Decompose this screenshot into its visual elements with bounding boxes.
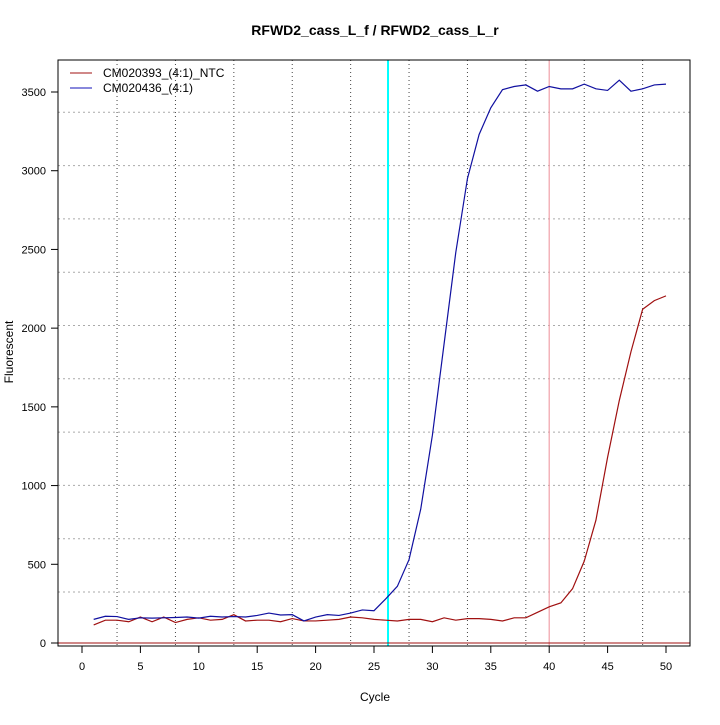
- legend-label-sample: CM020436_(4:1): [103, 81, 193, 95]
- x-tick-label: 45: [601, 661, 613, 673]
- plot-frame: [57, 59, 691, 647]
- y-tick-label: 3500: [22, 87, 46, 99]
- x-tick-label: 25: [368, 661, 380, 673]
- legend-label-ntc: CM020393_(4:1)_NTC: [103, 66, 225, 80]
- x-tick-label: 40: [543, 661, 555, 673]
- series-lines: [93, 79, 667, 626]
- x-tick-label: 10: [193, 661, 205, 673]
- y-tick-label: 3000: [22, 166, 46, 178]
- threshold-markers: [387, 60, 550, 646]
- y-tick-label: 500: [28, 559, 46, 571]
- chart-title: RFWD2_cass_L_f / RFWD2_cass_L_r: [251, 22, 499, 38]
- y-tick-label: 2500: [22, 244, 46, 256]
- series-line-sample: [93, 79, 667, 622]
- grid-lines: [58, 60, 690, 646]
- y-axis: 0 500 1000 1500 2000 2500 3000 3500: [22, 87, 58, 650]
- x-tick-label: 5: [137, 661, 143, 673]
- x-axis: 0 5 10 15 20 25 30 35 40 45 50: [79, 646, 672, 673]
- x-tick-label: 0: [79, 661, 85, 673]
- series-line-ntc: [93, 295, 667, 626]
- y-tick-label: 0: [40, 638, 46, 650]
- x-tick-label: 30: [426, 661, 438, 673]
- y-tick-label: 1500: [22, 402, 46, 414]
- x-tick-label: 35: [485, 661, 497, 673]
- y-axis-label: Fluorescent: [2, 320, 16, 383]
- y-tick-label: 1000: [22, 481, 46, 493]
- x-tick-label: 20: [309, 661, 321, 673]
- x-axis-label: Cycle: [360, 690, 390, 704]
- y-tick-label: 2000: [22, 323, 46, 335]
- x-tick-label: 15: [251, 661, 263, 673]
- legend: CM020393_(4:1)_NTC CM020436_(4:1): [70, 66, 225, 95]
- x-tick-label: 50: [660, 661, 672, 673]
